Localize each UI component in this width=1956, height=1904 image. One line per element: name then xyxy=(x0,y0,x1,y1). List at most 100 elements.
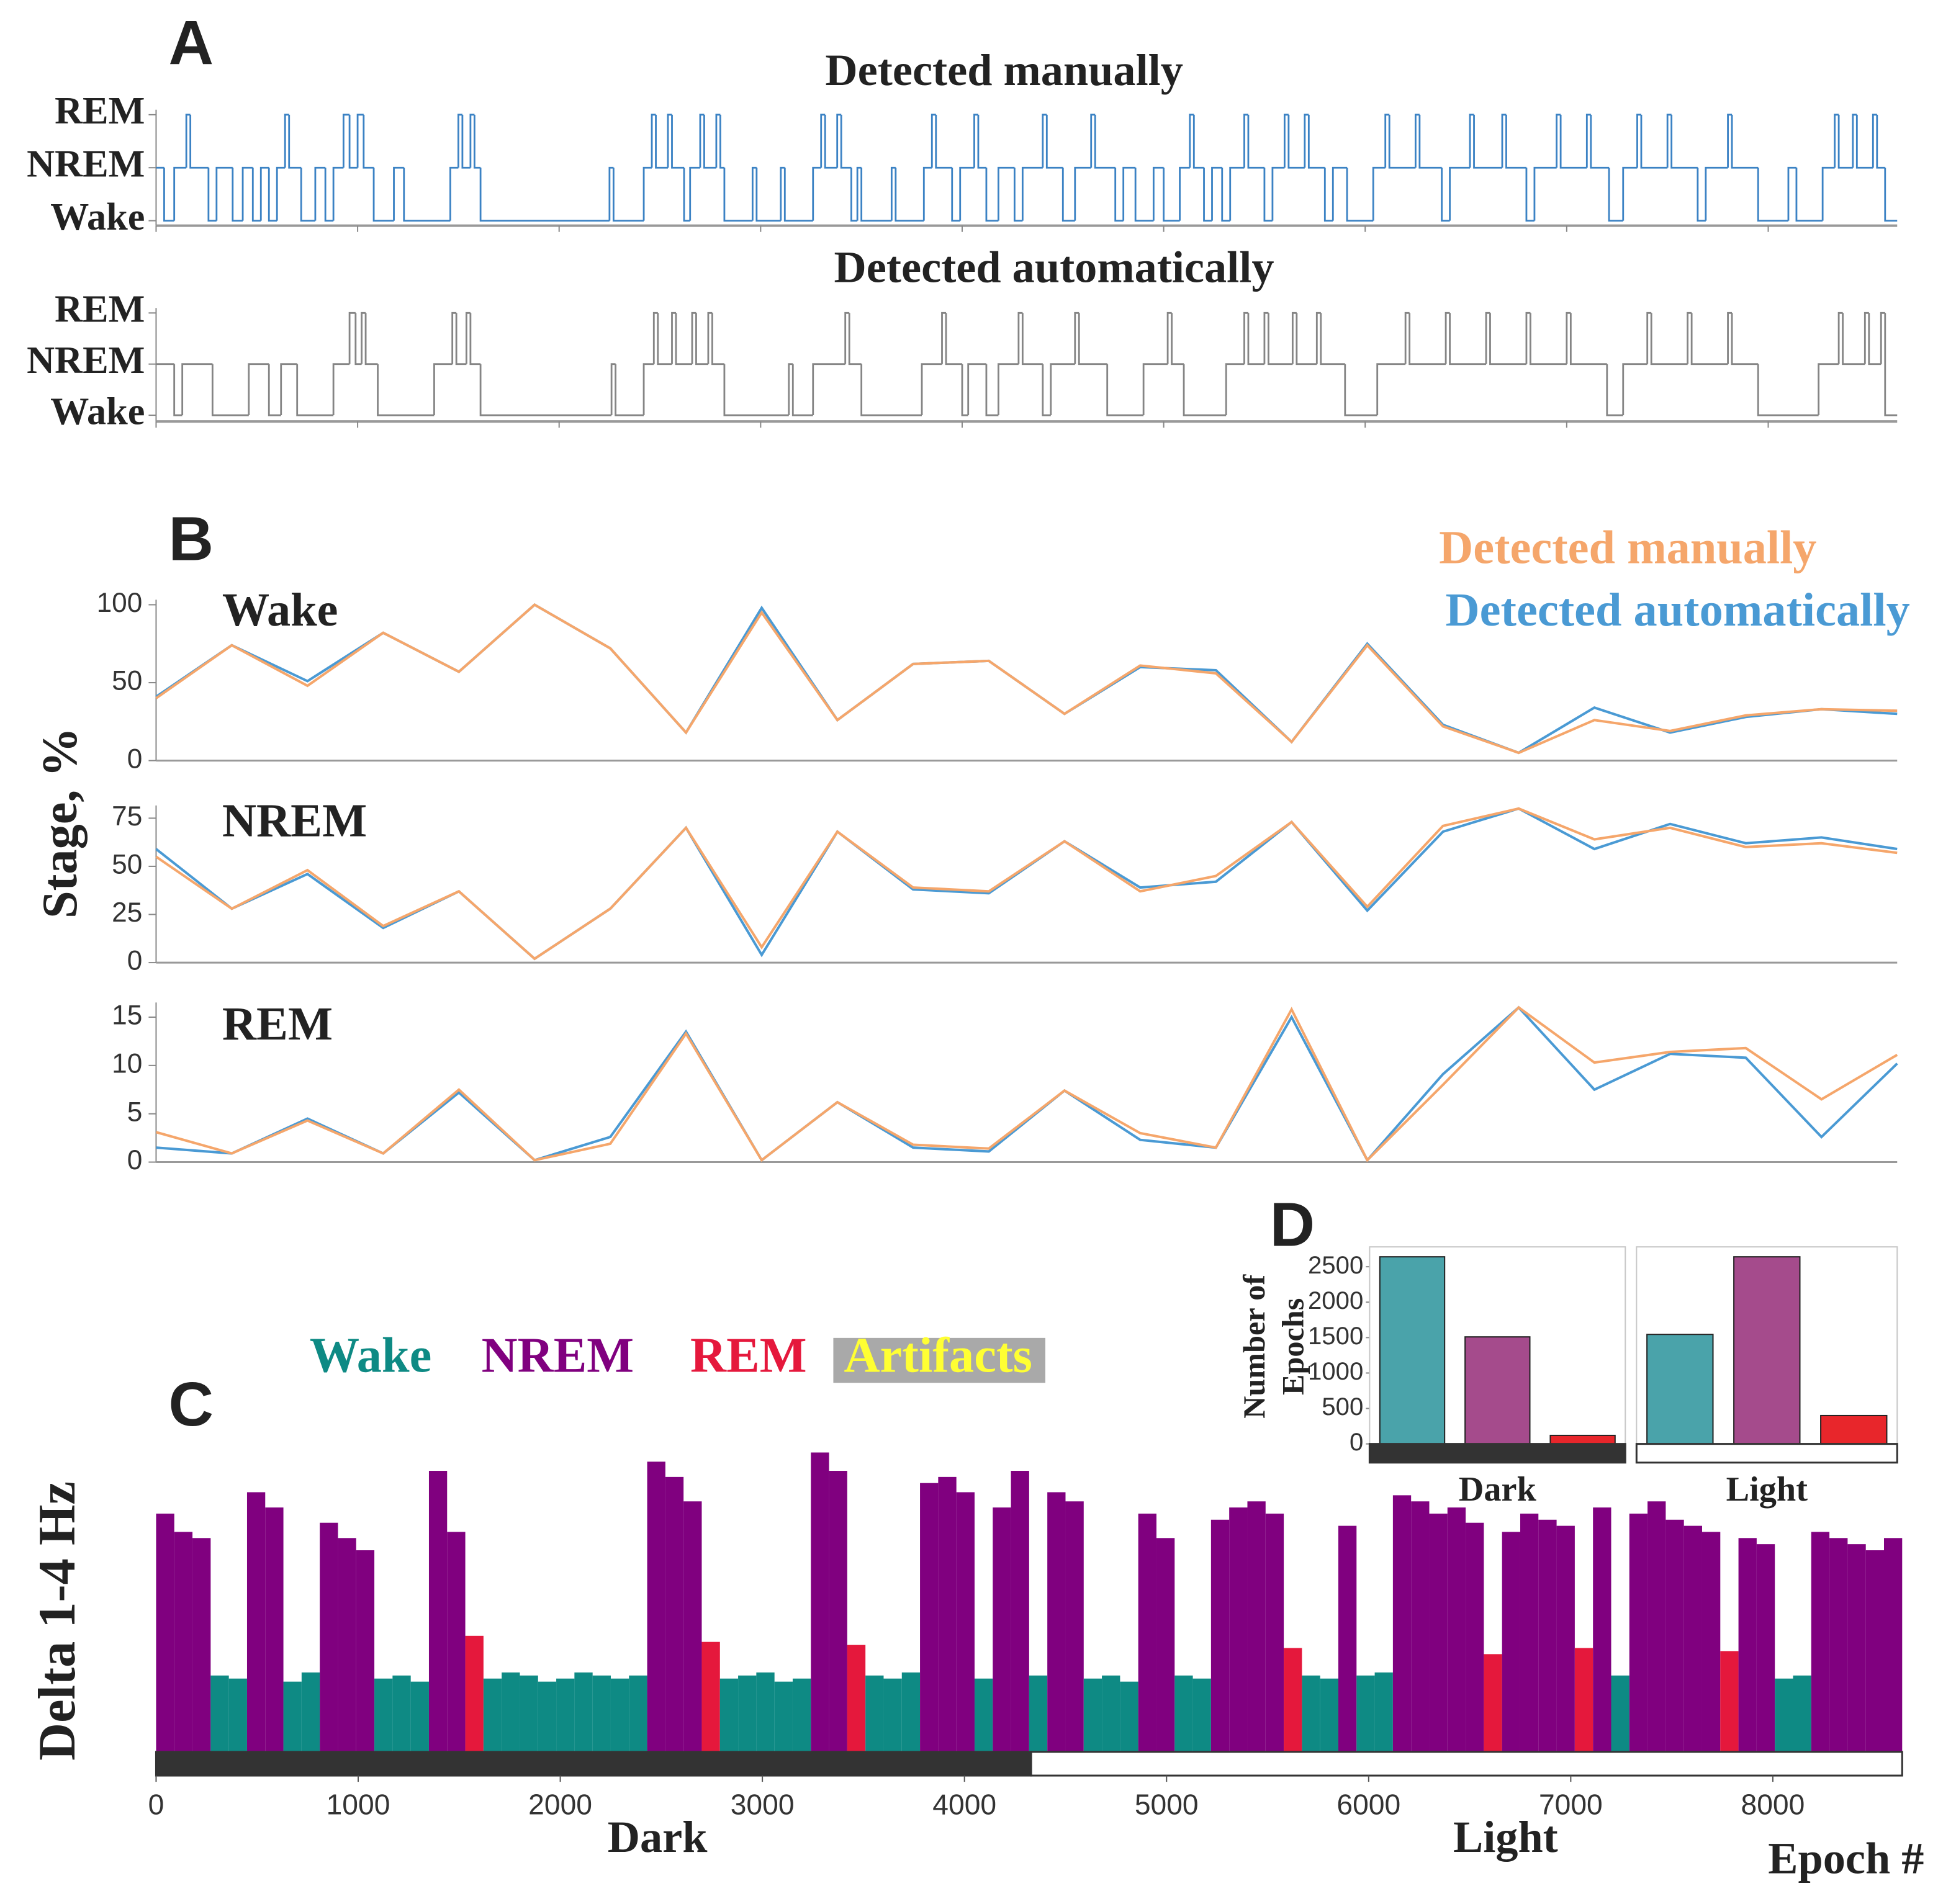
hypnogram-segment xyxy=(1142,363,1168,416)
hypnogram-segment xyxy=(288,114,302,169)
bar xyxy=(1464,1336,1531,1445)
delta-bar xyxy=(1484,1654,1502,1752)
delta-bar xyxy=(1247,1501,1266,1752)
hypnogram-segment xyxy=(1346,168,1374,222)
x-tick-label: 4000 xyxy=(932,1788,996,1820)
hypnogram-segment xyxy=(1050,363,1075,416)
y-tick-label: 1500 xyxy=(1308,1322,1363,1350)
hypnogram-segment xyxy=(1307,114,1325,169)
delta-bar xyxy=(683,1501,702,1752)
hypnogram-segment xyxy=(751,166,757,221)
hypnogram-segment xyxy=(1556,114,1561,168)
hypnogram-segment xyxy=(699,114,705,168)
period-label: Light xyxy=(1453,1812,1558,1862)
hypnogram-segment xyxy=(1559,114,1587,169)
hypnogram-segment xyxy=(945,313,962,366)
hypnogram-segment xyxy=(1650,313,1688,366)
hypnogram-segment xyxy=(1485,312,1490,364)
hypnogram-segment xyxy=(207,168,217,222)
hypnogram-segment xyxy=(1042,114,1047,168)
hypnogram-segment xyxy=(1731,313,1759,366)
hypnogram-segment xyxy=(1152,166,1164,221)
y-tick-label: 0 xyxy=(127,946,143,976)
hypnogram-segment xyxy=(812,363,845,416)
delta-bar xyxy=(756,1672,775,1752)
delta-bar xyxy=(1847,1544,1866,1752)
hypnogram-segment xyxy=(276,166,286,221)
delta-bar xyxy=(738,1675,757,1752)
hypnogram-segment xyxy=(715,114,721,168)
hypnogram-segment xyxy=(1013,168,1023,222)
hypnogram-segment xyxy=(783,168,813,222)
hypnogram-segment xyxy=(1795,168,1823,222)
hypnogram-segment xyxy=(985,364,999,416)
hypnogram-segment xyxy=(300,168,315,222)
delta-bar xyxy=(1229,1507,1248,1752)
delta-bar xyxy=(1047,1492,1066,1752)
delta-bar xyxy=(1265,1513,1284,1752)
hypnogram-segment xyxy=(1705,166,1728,221)
hypnogram-segment xyxy=(1757,168,1788,222)
hypnogram-segment xyxy=(689,166,700,221)
delta-bar xyxy=(1429,1513,1448,1752)
y-tick-label: 0 xyxy=(1350,1428,1363,1456)
hypnogram-segment xyxy=(479,168,610,222)
hypnogram-segment xyxy=(1106,364,1144,416)
hypnogram-segment xyxy=(393,166,404,221)
hypnogram-segment xyxy=(403,168,451,222)
hypnogram-segment xyxy=(612,168,644,222)
hypnogram-segment xyxy=(455,313,467,366)
group-label: Dark xyxy=(1459,1470,1537,1509)
delta-bar xyxy=(1156,1538,1175,1752)
hypnogram-segment xyxy=(1090,114,1096,168)
delta-bar xyxy=(1611,1675,1629,1752)
hypnogram-segment xyxy=(1189,114,1194,168)
delta-bar xyxy=(1793,1675,1811,1752)
hypnogram-segment xyxy=(1449,166,1471,221)
level-label: Wake xyxy=(50,196,145,238)
hypnogram-segment xyxy=(1171,313,1184,366)
delta-bar xyxy=(556,1678,575,1752)
delta-bar xyxy=(1775,1678,1793,1752)
hypnogram-segment xyxy=(1855,114,1873,169)
hypnogram-segment xyxy=(215,166,233,221)
hypnogram-segment xyxy=(364,313,378,366)
delta-bar xyxy=(1502,1532,1520,1752)
bar xyxy=(1646,1334,1714,1445)
hypnogram-segment xyxy=(1134,168,1154,222)
hypnogram-segment xyxy=(651,114,656,168)
hypnogram-segment xyxy=(1192,114,1204,169)
period-band xyxy=(1030,1751,1903,1777)
hypnogram-segment xyxy=(1834,114,1839,168)
hypnogram-segment xyxy=(1211,166,1222,221)
hypnogram-segment xyxy=(268,364,281,416)
hypnogram-segment xyxy=(675,313,692,366)
x-tick-label: 8000 xyxy=(1741,1788,1805,1820)
hypnogram-segment xyxy=(657,313,672,366)
hypnogram-segment xyxy=(433,363,453,416)
delta-bar xyxy=(265,1507,284,1752)
hypnogram-segment xyxy=(1646,312,1652,364)
delta-bar xyxy=(1011,1471,1029,1752)
hypnogram-segment xyxy=(363,114,374,169)
hypnogram-segment xyxy=(1489,313,1526,366)
hypnogram-segment xyxy=(941,312,947,364)
artifact-legend-box xyxy=(833,1337,1045,1383)
delta-bar xyxy=(1120,1681,1138,1752)
delta-bar xyxy=(1829,1538,1848,1752)
bar xyxy=(1379,1256,1446,1445)
hypnogram-segment xyxy=(259,166,269,221)
delta-bar xyxy=(1284,1648,1302,1752)
delta-bar xyxy=(792,1678,811,1752)
hypnogram-segment xyxy=(1727,114,1733,168)
hypnogram-segment xyxy=(1122,166,1136,221)
delta-bar xyxy=(1374,1672,1393,1752)
y-tick-label: 2500 xyxy=(1308,1251,1363,1279)
hypnogram-segment xyxy=(1247,114,1264,169)
level-label: REM xyxy=(55,289,145,331)
legend-entry: Detected automatically xyxy=(1446,583,1910,636)
hypnogram-segment xyxy=(163,168,174,222)
delta-bar xyxy=(174,1532,193,1752)
delta-bar xyxy=(1338,1525,1357,1752)
hypnogram-segment xyxy=(959,166,975,221)
